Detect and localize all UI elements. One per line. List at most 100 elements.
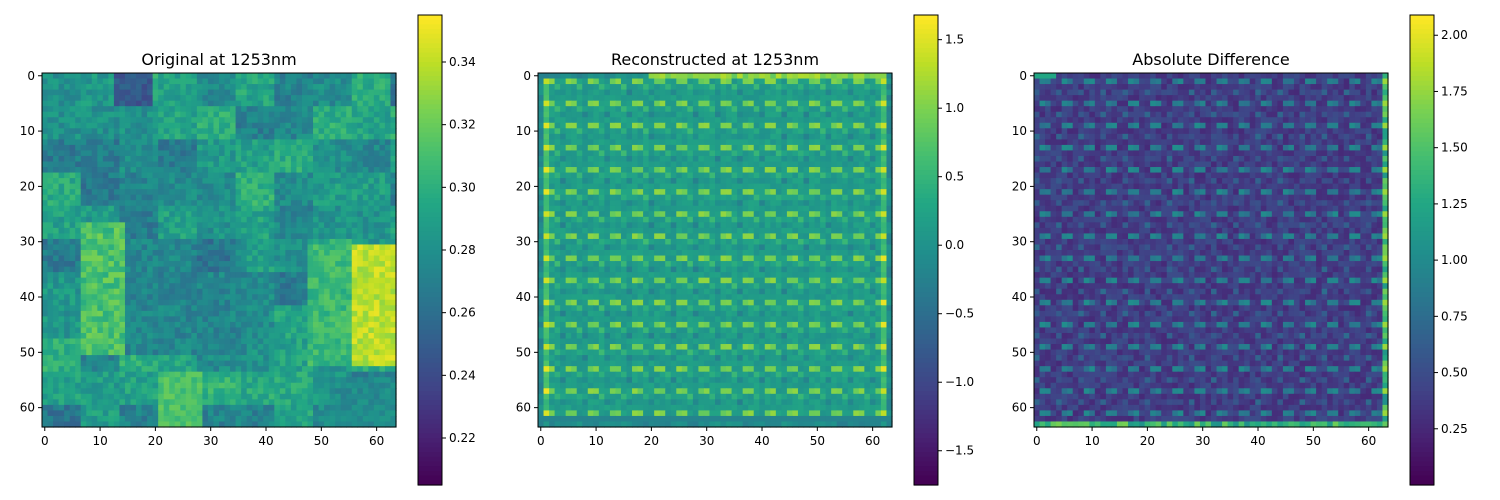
heatmap-cell	[346, 233, 353, 240]
heatmap-cell	[163, 404, 170, 412]
heatmap-cell	[80, 200, 87, 207]
heatmap-cell	[75, 349, 82, 356]
heatmap-cell	[169, 327, 176, 334]
heatmap-cell	[307, 382, 314, 389]
heatmap-cell	[196, 415, 204, 423]
heatmap-cell	[290, 415, 298, 423]
heatmap-cell	[213, 371, 220, 378]
heatmap-cell	[219, 377, 226, 384]
heatmap-cell	[335, 261, 342, 268]
heatmap-cell	[290, 261, 298, 268]
heatmap-cell	[174, 122, 181, 129]
heatmap-cell	[152, 288, 159, 295]
heatmap-cell	[207, 277, 215, 284]
heatmap-cell	[324, 216, 331, 223]
heatmap-cell	[191, 388, 198, 395]
heatmap-cell	[626, 89, 633, 96]
heatmap-cell	[313, 294, 320, 301]
heatmap-cell	[91, 360, 98, 367]
heatmap-cell	[207, 233, 215, 240]
heatmap-cell	[53, 111, 60, 118]
heatmap-cell	[97, 344, 104, 351]
heatmap-cell	[69, 150, 76, 157]
heatmap-cell	[252, 421, 259, 428]
heatmap-cell	[174, 161, 181, 168]
heatmap-cell	[224, 321, 231, 329]
heatmap-cell	[113, 150, 121, 157]
heatmap-cell	[263, 288, 270, 295]
heatmap-cell	[130, 393, 137, 400]
heatmap-cell	[224, 183, 231, 190]
heatmap-cell	[246, 377, 253, 384]
heatmap-cell	[69, 78, 76, 85]
heatmap-cell	[152, 299, 159, 306]
heatmap-cell	[373, 172, 381, 179]
heatmap-cell	[241, 133, 248, 140]
heatmap-cell	[313, 377, 320, 384]
heatmap-cell	[69, 344, 76, 351]
heatmap-cell	[263, 178, 270, 185]
heatmap-cell	[390, 349, 397, 356]
heatmap-cell	[698, 73, 705, 80]
heatmap-cell	[709, 128, 716, 135]
heatmap-cell	[80, 100, 87, 107]
heatmap-cell	[119, 410, 126, 417]
heatmap-cell	[313, 283, 320, 290]
heatmap-cell	[136, 272, 143, 279]
heatmap-cell	[53, 261, 60, 268]
heatmap-cell	[290, 117, 298, 124]
heatmap-cell	[141, 277, 148, 284]
heatmap-cell	[598, 122, 605, 129]
heatmap-cell	[130, 299, 137, 306]
heatmap-cell	[318, 277, 325, 284]
heatmap-cell	[257, 211, 264, 218]
heatmap-cell	[554, 73, 561, 80]
heatmap-cell	[329, 393, 336, 400]
heatmap-cell	[64, 200, 71, 207]
heatmap-cell	[335, 133, 342, 140]
heatmap-cell	[58, 283, 65, 290]
heatmap-cell	[770, 111, 777, 118]
heatmap-cell	[362, 122, 369, 129]
heatmap-cell	[241, 338, 248, 345]
heatmap-cell	[141, 355, 148, 362]
heatmap-cell	[357, 321, 364, 329]
heatmap-cell	[268, 338, 275, 345]
heatmap-cell	[207, 183, 215, 190]
heatmap-cell	[152, 399, 159, 406]
heatmap-cell	[362, 216, 369, 223]
heatmap-cell	[379, 133, 386, 140]
heatmap-cell	[91, 294, 98, 301]
heatmap-cell	[219, 261, 226, 268]
heatmap-cell	[379, 189, 386, 196]
heatmap-cell	[362, 266, 369, 273]
heatmap-cell	[91, 73, 98, 80]
heatmap-cell	[362, 189, 369, 196]
heatmap-cell	[246, 84, 253, 91]
heatmap-cell	[42, 366, 49, 373]
heatmap-cell	[75, 205, 82, 212]
colorbar-band	[418, 278, 442, 284]
heatmap-cell	[141, 349, 148, 356]
heatmap-cell	[659, 89, 666, 96]
heatmap-cell	[230, 167, 237, 174]
heatmap-cell	[346, 338, 353, 345]
heatmap-cell	[119, 305, 126, 312]
heatmap-cell	[615, 84, 622, 91]
heatmap-cell	[676, 111, 683, 118]
heatmap-cell	[324, 128, 331, 135]
heatmap-cell	[124, 222, 132, 229]
heatmap-cell	[64, 133, 71, 140]
heatmap-cell	[384, 233, 392, 240]
heatmap-cell	[230, 122, 237, 129]
heatmap-cell	[313, 133, 320, 140]
heatmap-cell	[357, 233, 364, 240]
heatmap-cell	[207, 200, 215, 207]
heatmap-cell	[91, 261, 98, 268]
heatmap-cell	[384, 277, 392, 284]
heatmap-cell	[42, 360, 49, 367]
heatmap-cell	[263, 272, 270, 279]
heatmap-cell	[759, 117, 766, 124]
heatmap-cell	[224, 255, 231, 262]
heatmap-cell	[64, 421, 71, 428]
